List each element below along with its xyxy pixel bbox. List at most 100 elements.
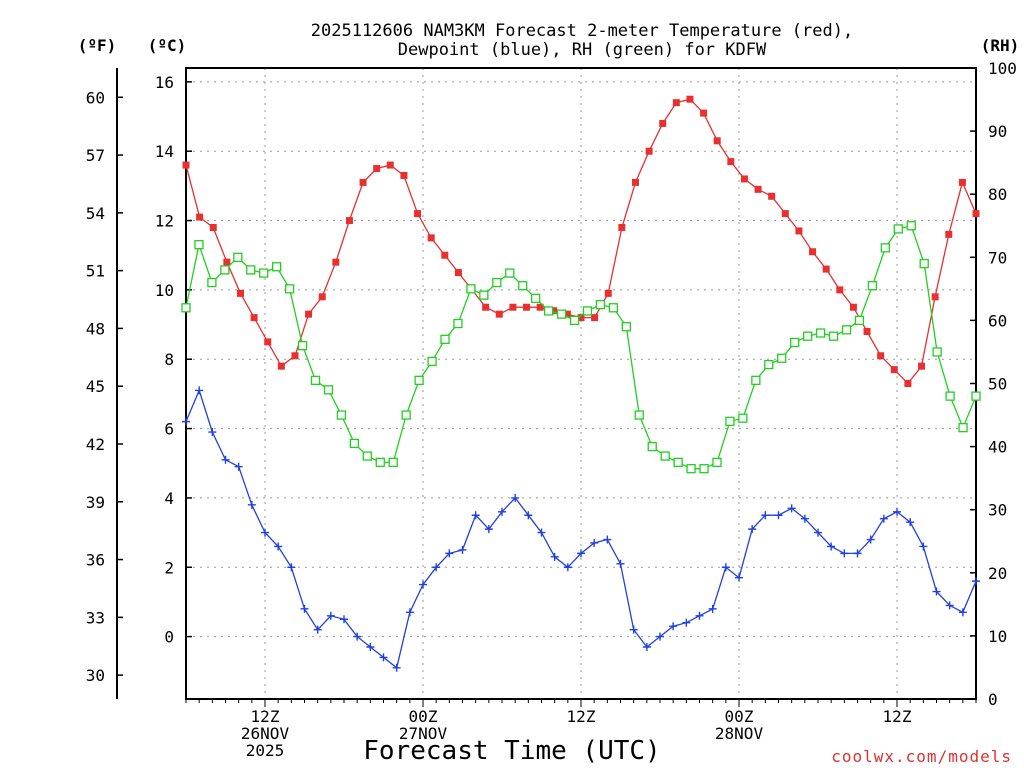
dewpoint-point [958,608,967,617]
rh-point [595,299,606,310]
temperature-point [332,258,340,266]
rh-point [233,252,243,262]
temperature-point [958,178,966,186]
dewpoint-point [590,538,599,547]
celsius-tick-label: 14 [155,142,174,161]
rh-point [181,303,191,313]
rh-point [634,410,644,420]
rh-point [906,221,916,231]
temperature-point [863,327,871,335]
x-tick-label: 2025 [246,741,285,760]
dewpoint-point [893,507,901,516]
dewpoint-point [919,542,928,551]
dewpoint-point [287,563,296,572]
dewpoint-point [524,511,533,520]
temperature-point [591,314,599,322]
rh-point [492,277,502,288]
dewpoint-point [932,587,941,596]
rh-point [284,284,295,294]
axis-ticks: 0 2 4 6 8 10 12 14 16 30 33 36 39 42 45 48 51 54 57 60 0 10 20… [86,59,1017,760]
rh-point [802,331,813,341]
rh-point [414,375,424,385]
fahrenheit-tick-label: 33 [86,608,105,627]
series-rh [181,221,981,474]
rh-tick-label: 0 [988,690,998,709]
rh-tick-label: 100 [988,59,1017,78]
rh-point [647,441,657,452]
temperature-point [386,161,394,169]
temperature-point [781,210,789,218]
temperature-point [727,158,735,166]
rh-point [453,318,463,329]
credit-text: coolwx.com/models [831,747,1012,766]
temperature-point [904,380,912,387]
temperature-point [400,171,408,179]
fahrenheit-tick-label: 30 [86,666,105,685]
rh-tick-label: 30 [988,501,1007,520]
dewpoint-point [695,611,704,620]
temperature-point [604,289,612,297]
x-tick-label: 00Z [409,707,438,726]
x-tick-label: 28NOV [715,724,764,743]
fahrenheit-tick-label: 36 [86,551,105,570]
x-tick-label: 12Z [567,707,596,726]
temperature-point [754,185,762,193]
celsius-unit-label: (ºC) [148,36,187,55]
rh-point [310,375,321,385]
temperature-point [877,352,885,360]
rh-point [738,413,748,423]
fahrenheit-tick-label: 39 [86,493,105,512]
rh-point [297,340,308,351]
rh-point [531,293,541,303]
rh-point [764,359,774,370]
dewpoint-point [274,542,283,551]
temperature-point [373,165,381,173]
dewpoint-point [642,642,651,651]
celsius-tick-label: 4 [164,489,174,508]
temperature-point [945,230,953,238]
dewpoint-point [432,563,441,572]
temperature-point [618,223,626,231]
dewpoint-point [800,514,809,523]
temperature-point [713,137,721,145]
fahrenheit-unit-label: (ºF) [78,36,117,55]
rh-point [621,322,631,332]
temperature-point [849,303,857,311]
dewpoint-point [353,632,362,641]
dewpoint-point [208,428,217,437]
dewpoint-point [682,618,691,627]
temperature-point [305,310,313,318]
dewpoint-point [471,511,480,520]
temperature-point [700,109,708,117]
temperature-point [427,234,435,242]
dewpoint-point [379,653,388,662]
temperature-point [931,293,939,301]
dewpoint-point [603,535,612,544]
temperature-point [631,178,639,186]
series-lines [181,95,981,672]
rh-point [841,325,852,335]
dewpoint-point [787,504,796,513]
temperature-point [209,223,217,231]
dewpoint-point [748,525,757,534]
rh-point [336,410,347,420]
temperature-point [482,303,490,311]
rh-point [751,375,761,385]
rh-tick-label: 20 [988,564,1007,583]
fahrenheit-tick-label: 51 [86,262,105,281]
rh-tick-label: 80 [988,185,1007,204]
dewpoint-point [511,493,520,502]
temperature-point [822,265,830,273]
temperature-point [890,366,898,374]
temperature-point [223,258,231,266]
dewpoint-point [735,573,743,582]
celsius-tick-label: 6 [164,420,174,439]
temperature-point [645,147,653,155]
dewpoint-point [221,455,230,464]
rh-point [712,457,722,468]
rh-point [945,391,955,401]
x-axis-label: Forecast Time (UTC) [363,736,660,766]
rh-point [518,281,528,291]
x-tick-label: 12Z [251,707,280,726]
dewpoint-point [366,642,375,651]
